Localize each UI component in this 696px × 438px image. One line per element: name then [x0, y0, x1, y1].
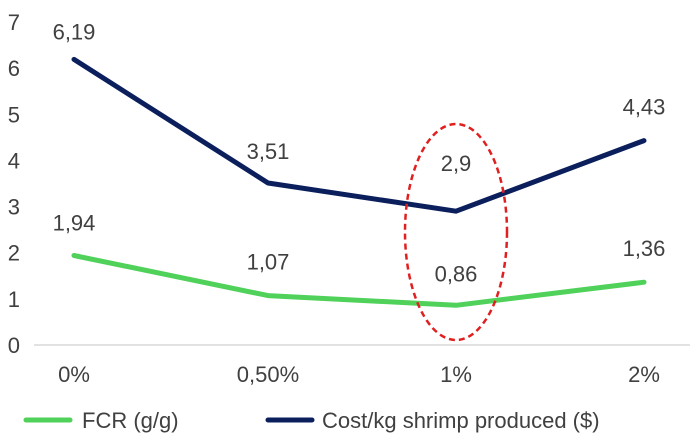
x-axis-ticks: 0% 0,50% 1% 2% [58, 362, 660, 387]
series-line-fcr [71, 253, 647, 308]
x-tick-label: 1% [440, 362, 472, 387]
legend: FCR (g/g) Cost/kg shrimp produced ($) [23, 408, 600, 433]
y-tick-label: 3 [8, 195, 20, 220]
y-tick-label: 7 [8, 10, 20, 35]
y-tick-label: 4 [8, 148, 20, 173]
data-labels: 1,94 1,07 0,86 1,36 6,19 3,51 2,9 4,43 [53, 19, 666, 286]
y-tick-label: 6 [8, 56, 20, 81]
y-tick-label: 5 [8, 102, 20, 127]
data-label: 6,19 [53, 19, 96, 44]
y-tick-label: 0 [8, 333, 20, 358]
data-label: 2,9 [441, 151, 472, 176]
series-lines [71, 56, 647, 308]
x-tick-label: 0,50% [237, 362, 299, 387]
y-tick-label: 1 [8, 287, 20, 312]
y-axis-ticks: 0 1 2 3 4 5 6 7 [8, 10, 20, 358]
data-label: 3,51 [247, 139, 290, 164]
series-line-cost [71, 56, 647, 214]
data-label: 4,43 [623, 95, 666, 120]
x-tick-label: 2% [628, 362, 660, 387]
data-label: 1,94 [53, 210, 96, 235]
x-tick-label: 0% [58, 362, 90, 387]
data-label: 1,07 [247, 250, 290, 275]
y-tick-label: 2 [8, 241, 20, 266]
data-label: 0,86 [435, 261, 478, 286]
legend-label: Cost/kg shrimp produced ($) [322, 408, 600, 433]
highlight-ellipse [403, 122, 509, 342]
legend-label: FCR (g/g) [82, 408, 179, 433]
data-label: 1,36 [623, 236, 666, 261]
